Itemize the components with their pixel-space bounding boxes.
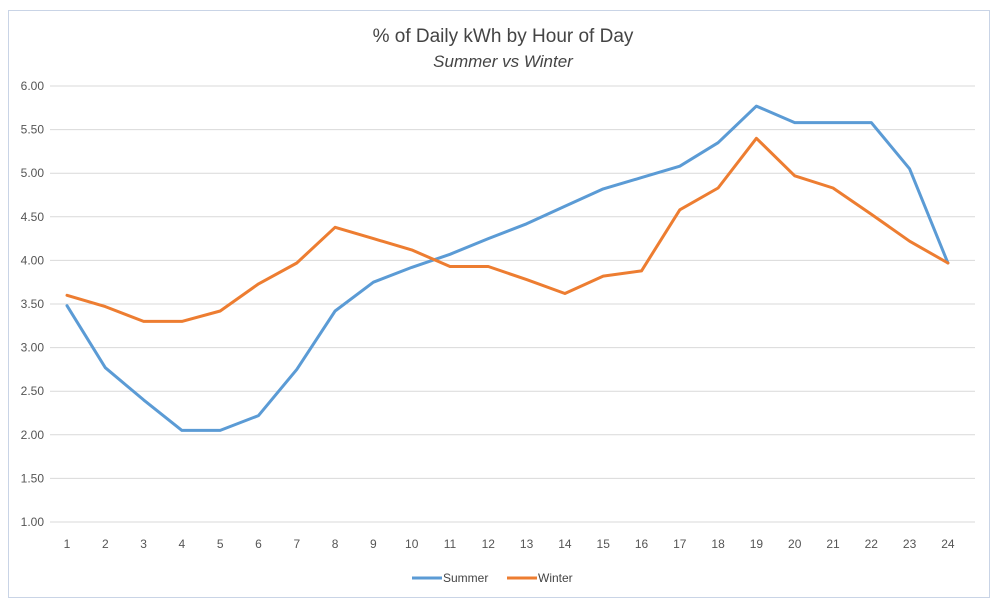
x-tick-label: 23 [903,537,917,551]
x-tick-label: 24 [941,537,955,551]
chart-subtitle: Summer vs Winter [433,52,574,71]
y-tick-label: 2.50 [21,384,45,398]
x-tick-label: 2 [102,537,109,551]
y-tick-label: 2.00 [21,428,45,442]
x-tick-label: 5 [217,537,224,551]
x-tick-label: 15 [597,537,611,551]
y-axis-ticks: 1.00 1.50 2.00 2.50 3.00 3.50 4.00 4.50 5.00 5.50… [21,79,45,529]
x-tick-label: 13 [520,537,534,551]
grid-lines [50,85,975,523]
legend-label-summer: Summer [443,571,488,585]
y-tick-label: 4.50 [21,210,45,224]
x-tick-label: 7 [293,537,300,551]
x-tick-label: 12 [482,537,496,551]
x-tick-label: 11 [444,537,457,551]
y-tick-label: 1.00 [21,515,45,529]
x-tick-label: 8 [332,537,339,551]
x-tick-label: 16 [635,537,649,551]
x-tick-label: 17 [673,537,687,551]
x-tick-label: 3 [140,537,147,551]
y-tick-label: 6.00 [21,79,45,93]
x-axis-ticks: 1 2 3 4 5 6 7 8 9 10 11 12 13 14 15 16 17 18 19 20 21 22 23 24 [64,537,955,551]
y-tick-label: 3.50 [21,297,45,311]
x-tick-label: 20 [788,537,802,551]
x-tick-label: 10 [405,537,419,551]
chart-title: % of Daily kWh by Hour of Day [373,26,634,47]
y-tick-label: 1.50 [21,471,45,485]
series-lines [65,104,950,432]
legend-label-winter: Winter [538,571,573,585]
series-line-winter [65,136,950,323]
x-tick-label: 22 [865,537,879,551]
y-tick-label: 5.00 [21,166,45,180]
x-tick-label: 19 [750,537,764,551]
x-tick-label: 4 [179,537,186,551]
y-tick-label: 3.00 [21,341,45,355]
x-tick-label: 6 [255,537,262,551]
x-tick-label: 21 [826,537,840,551]
legend: Summer Winter [412,571,573,585]
series-line-summer [65,104,950,432]
y-tick-label: 5.50 [21,123,45,137]
y-tick-label: 4.00 [21,253,45,267]
x-tick-label: 1 [64,537,71,551]
x-tick-label: 14 [558,537,572,551]
x-tick-label: 9 [370,537,377,551]
x-tick-label: 18 [711,537,725,551]
